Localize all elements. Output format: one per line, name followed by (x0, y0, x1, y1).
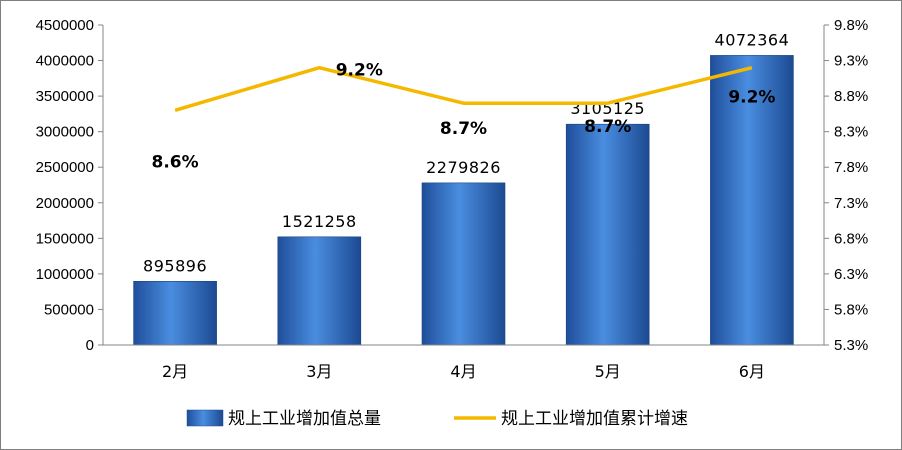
line-data-label: 9.2% (336, 61, 383, 81)
right-y-axis: 5.3% 5.8% 6.3% 6.8% 7.3% 7.8% 8.3% 8.8% 9.3% 9.8% (823, 17, 868, 354)
legend: 规上工业增加值总量 规上工业增加值累计增速 (186, 409, 688, 429)
left-tick-label: 3500000 (36, 88, 94, 105)
left-tick-label: 1000000 (36, 266, 94, 283)
category-label: 6月 (739, 362, 765, 381)
right-tick-label: 7.8% (834, 159, 868, 176)
left-tick-label: 1500000 (36, 230, 94, 247)
right-tick-label: 6.3% (834, 266, 868, 283)
right-tick-label: 5.8% (834, 301, 868, 318)
bar-data-label: 1521258 (282, 212, 357, 231)
right-tick-label: 6.8% (834, 230, 868, 247)
x-axis-categories: 2月 3月 4月 5月 6月 (103, 344, 824, 381)
left-tick-label: 4000000 (36, 53, 94, 70)
left-tick-label: 2000000 (36, 195, 94, 212)
right-tick-label: 9.8% (834, 17, 868, 34)
line-series: 8.6% 9.2% 8.7% 8.7% 9.2% (152, 61, 776, 173)
legend-bar-label: 规上工业增加值总量 (228, 409, 381, 429)
category-label: 4月 (450, 362, 476, 381)
right-tick-label: 7.3% (834, 195, 868, 212)
bar (133, 280, 217, 346)
left-tick-label: 4500000 (36, 17, 94, 34)
legend-line-label: 规上工业增加值累计增速 (501, 409, 688, 429)
left-y-axis: 0 500000 1000000 1500000 2000000 2500000 30000… (36, 17, 104, 354)
right-tick-label: 8.8% (834, 88, 868, 105)
category-label: 2月 (162, 362, 188, 381)
category-label: 5月 (595, 362, 621, 381)
line-data-label: 8.7% (584, 117, 631, 137)
left-tick-label: 3000000 (36, 124, 94, 141)
bar (710, 55, 794, 346)
category-label: 3月 (306, 362, 332, 381)
bar-data-label: 895896 (143, 256, 207, 275)
left-tick-label: 500000 (44, 301, 94, 318)
line-data-label: 8.7% (440, 119, 487, 139)
right-tick-label: 9.3% (834, 53, 868, 70)
legend-bar-swatch (186, 409, 224, 427)
bar (421, 182, 506, 346)
left-tick-label: 2500000 (36, 159, 94, 176)
bar (277, 236, 362, 346)
right-tick-label: 8.3% (834, 124, 868, 141)
bar-data-label: 2279826 (426, 158, 501, 177)
bar-data-label: 4072364 (715, 30, 790, 49)
line-data-label: 8.6% (152, 152, 199, 172)
bar (565, 123, 650, 346)
growth-line (174, 65, 753, 113)
right-tick-label: 5.3% (834, 337, 868, 354)
line-data-label: 9.2% (728, 88, 775, 108)
left-tick-label: 0 (86, 337, 94, 354)
